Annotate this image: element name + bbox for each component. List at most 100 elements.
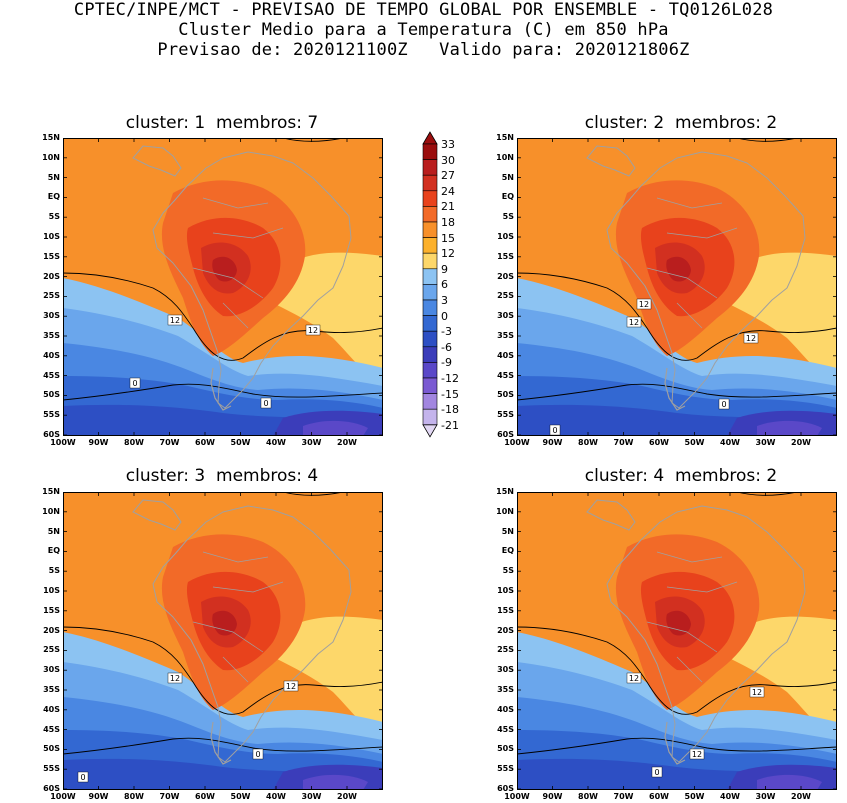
colorbar-top-arrow — [422, 131, 438, 145]
colorbar-label: -15 — [441, 387, 459, 401]
lat-tick-label: 20S — [497, 625, 514, 635]
lat-tick-label: EQ — [47, 192, 60, 202]
svg-text:12: 12 — [170, 674, 180, 683]
contour-label: 0 — [260, 397, 272, 409]
lon-tick-label: 90W — [542, 438, 563, 447]
lat-tick-label: 10N — [42, 152, 60, 162]
lon-tick-label: 80W — [578, 438, 598, 447]
country-borders — [646, 551, 738, 683]
lon-tick-label: 30W — [301, 792, 322, 801]
lat-tick-label: 25S — [497, 645, 514, 655]
lat-tick-label: 55S — [43, 764, 60, 774]
contour-label: 12 — [636, 298, 652, 310]
header-line-3: Previsao de: 2020121100Z Valido para: 20… — [157, 40, 690, 60]
colorbar-swatch — [422, 159, 438, 176]
field-pale-east — [727, 252, 837, 388]
lon-tick-label: 80W — [578, 792, 598, 801]
lat-tick-label: 35S — [43, 331, 60, 340]
lat-tick-label: 10N — [496, 152, 514, 162]
colorbar-swatch — [422, 174, 438, 192]
colorbar-label: 21 — [441, 200, 455, 214]
lat-tick-label: 5N — [47, 172, 60, 182]
lat-tick-label: 5N — [501, 172, 514, 182]
field-pale-east — [273, 616, 383, 742]
header-line-2: Cluster Medio para a Temperatura (C) em … — [178, 20, 669, 40]
map-panel-4: 12 12 12 0 — [517, 492, 837, 790]
lon-tick-label: 100W — [50, 438, 76, 447]
lat-tick-label: 15S — [497, 605, 514, 615]
svg-text:12: 12 — [308, 326, 318, 335]
lat-tick-label: EQ — [501, 546, 514, 556]
contour-label: 12 — [167, 672, 183, 684]
lat-tick-label: 55S — [497, 764, 514, 774]
lon-tick-label: 60W — [195, 792, 215, 801]
lat-tick-label: 5N — [47, 526, 60, 536]
svg-text:12: 12 — [629, 318, 639, 327]
lat-tick-label: 50S — [497, 744, 514, 754]
contour-label: 0 — [129, 377, 141, 389]
colorbar-label: 0 — [441, 309, 448, 323]
field-band-m9 — [303, 774, 368, 790]
lat-tick-label: 60S — [43, 784, 60, 793]
svg-text:12: 12 — [170, 316, 180, 325]
field-north — [517, 138, 837, 191]
colorbar-bottom-arrow — [422, 424, 438, 438]
lat-tick-label: 15S — [43, 605, 60, 615]
panel-3-title: cluster: 3 membros: 4 — [125, 466, 319, 486]
svg-text:0: 0 — [255, 750, 260, 759]
lon-tick-label: 70W — [613, 792, 634, 801]
header-line-1: CPTEC/INPE/MCT - PREVISAO DE TEMPO GLOBA… — [73, 0, 774, 20]
lon-tick-label: 50W — [684, 438, 705, 447]
lon-tick-label: 100W — [504, 792, 530, 801]
central-america-outline — [586, 499, 636, 531]
colorbar-swatch — [422, 377, 438, 394]
central-america-outline — [132, 499, 182, 531]
lon-tick-label: 70W — [613, 438, 634, 447]
lat-tick-label: EQ — [47, 546, 60, 556]
continent-outline — [606, 151, 806, 409]
lat-tick-label: 10S — [497, 586, 514, 595]
patagonia-coast — [664, 367, 686, 411]
contour-12 — [517, 272, 837, 361]
lat-tick-label: 45S — [43, 370, 60, 380]
panel-4-title: cluster: 4 membros: 2 — [584, 466, 778, 486]
colorbar-swatch — [422, 252, 438, 270]
patagonia-coast — [664, 721, 686, 765]
lat-tick-label: 5N — [501, 526, 514, 536]
contour-12 — [63, 626, 383, 715]
lon-tick-label: 60W — [649, 438, 669, 447]
field-band-m9 — [303, 420, 368, 436]
lon-tick-label: 20W — [337, 792, 357, 801]
svg-text:12: 12 — [639, 300, 649, 309]
contour-label: 12 — [167, 314, 183, 326]
continent-outline — [152, 151, 352, 409]
contour-12 — [517, 626, 837, 715]
colorbar-swatch — [422, 237, 438, 254]
contour-0 — [63, 383, 383, 401]
svg-text:0: 0 — [654, 768, 659, 777]
lat-tick-label: 10N — [42, 506, 60, 516]
contour-0 — [517, 383, 837, 401]
colorbar-label: 6 — [441, 278, 448, 292]
lat-tick-label: 55S — [497, 410, 514, 420]
field-warm-30 — [212, 256, 237, 282]
lat-tick-label: 40S — [43, 350, 60, 360]
lat-tick-label: 45S — [497, 724, 514, 734]
lat-tick-label: 50S — [43, 390, 60, 400]
contour-label: 0 — [77, 771, 89, 783]
colorbar-swatch — [422, 330, 438, 348]
svg-text:0: 0 — [721, 400, 726, 409]
lat-tick-label: 5S — [502, 212, 514, 222]
lat-tick-label: 25S — [497, 291, 514, 301]
lat-tick-label: 20S — [43, 625, 60, 635]
lon-tick-label: 60W — [649, 792, 669, 801]
patagonia-coast — [210, 367, 232, 411]
field-band-m9 — [757, 774, 822, 790]
svg-text:12: 12 — [286, 682, 296, 691]
colorbar-label: 30 — [441, 153, 455, 167]
lat-tick-label: 35S — [43, 685, 60, 694]
colorbar-label: 24 — [441, 184, 455, 198]
lat-tick-label: 20S — [497, 271, 514, 281]
lon-tick-label: 90W — [542, 792, 563, 801]
lon-tick-label: 50W — [230, 792, 251, 801]
